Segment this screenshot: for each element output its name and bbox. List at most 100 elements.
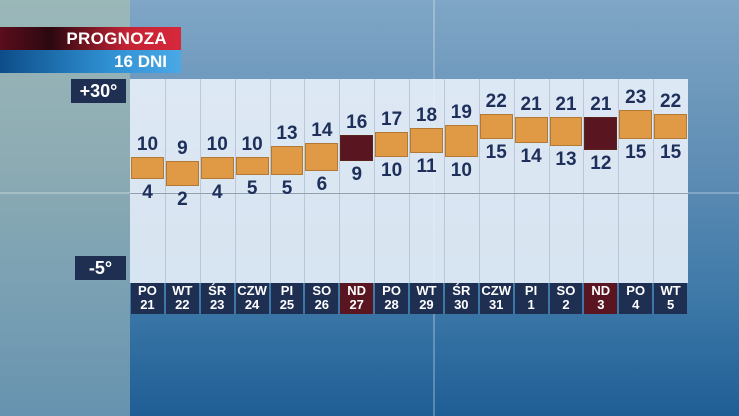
day-date: 25	[279, 297, 295, 312]
day-date: 27	[349, 297, 364, 312]
day-date: 1	[527, 297, 535, 312]
day-label: WT 29	[410, 283, 443, 314]
day-date: 5	[666, 297, 675, 312]
day-label: ŚR 30	[444, 283, 478, 314]
day-name: ND	[347, 283, 367, 298]
low-temp-label: 4	[211, 181, 223, 203]
temperature-bar	[410, 128, 443, 154]
high-temp-label: 21	[590, 94, 612, 116]
temperature-bar	[549, 117, 583, 147]
temperature-bar	[444, 124, 478, 157]
grid-line	[165, 79, 166, 283]
low-temp-label: 5	[281, 178, 293, 199]
high-temp-label: 23	[625, 87, 647, 109]
high-temp-label: 22	[660, 90, 682, 112]
grid-line	[549, 79, 550, 283]
low-temp-label: 9	[351, 163, 363, 185]
temperature-bar	[340, 135, 374, 161]
temperature-bar	[375, 131, 408, 157]
day-label: PO 21	[131, 283, 164, 314]
day-label: ŚR 23	[200, 283, 234, 314]
day-date: 28	[384, 297, 399, 312]
temperature-bar	[514, 117, 548, 143]
grid-line	[583, 79, 584, 283]
temperature-bar	[200, 157, 234, 179]
day-date: 29	[419, 297, 434, 312]
day-label: SO 26	[305, 283, 339, 314]
grid-line	[339, 79, 340, 283]
day-name: PO	[626, 283, 646, 298]
high-temp-label: 13	[276, 123, 298, 145]
day-label: PI 1	[514, 283, 548, 314]
day-label: ND 3	[584, 283, 618, 314]
low-temp-label: 12	[590, 152, 612, 174]
day-name: ŚR	[208, 283, 227, 298]
day-name: SO	[556, 283, 576, 298]
day-label: ND 27	[340, 283, 374, 314]
day-name: CZW	[237, 283, 267, 298]
day-date: 4	[632, 297, 640, 312]
temperature-bar	[305, 142, 339, 172]
day-date: 21	[140, 297, 155, 312]
grid-line	[374, 79, 375, 283]
high-temp-label: 14	[311, 119, 333, 141]
grid-line	[304, 79, 305, 283]
high-temp-label: 17	[381, 108, 403, 130]
day-name: ŚR	[452, 283, 471, 298]
grid-line	[653, 79, 654, 283]
max-scale-label: +30°	[71, 79, 126, 103]
high-temp-label: 10	[136, 134, 159, 155]
low-temp-label: 13	[555, 149, 577, 171]
forecast-title: PROGNOZA	[66, 29, 167, 48]
forecast-subtitle: 16 DNI	[114, 52, 167, 71]
forecast-subtitle-bar: 16 DNI	[0, 50, 181, 73]
forecast-chart: 10 4 9 2 10 4 10 5 13 5 14 6 16 9 17 10 18 11 19 10 22 15 21 14…	[130, 79, 688, 283]
temperature-bar	[235, 157, 269, 175]
day-name: PO	[382, 283, 401, 298]
day-name: WT	[660, 283, 681, 298]
temperature-bar	[619, 110, 653, 139]
day-date: 22	[175, 297, 190, 312]
min-scale-label: -5°	[75, 256, 126, 280]
day-label: WT 5	[654, 283, 687, 314]
day-label: WT 22	[165, 283, 199, 314]
day-label: PO 4	[619, 283, 653, 314]
day-name: SO	[312, 283, 332, 298]
day-date: 24	[244, 297, 260, 312]
high-temp-label: 21	[555, 94, 577, 116]
temperature-bar	[584, 117, 618, 150]
day-name: ND	[591, 283, 611, 298]
high-temp-label: 10	[206, 134, 228, 155]
low-temp-label: 6	[316, 174, 328, 196]
day-date: 3	[597, 297, 605, 312]
low-temp-label: 15	[625, 142, 647, 163]
low-temp-label: 11	[416, 156, 437, 178]
day-name: WT	[172, 283, 193, 298]
low-temp-label: 5	[246, 178, 258, 199]
grid-line	[409, 79, 410, 283]
day-name: PI	[280, 283, 294, 298]
high-temp-label: 10	[241, 134, 263, 155]
day-date: 30	[454, 297, 469, 312]
day-name: PO	[138, 283, 157, 298]
day-date: 31	[488, 297, 504, 312]
day-label: SO 2	[549, 283, 583, 314]
day-name: CZW	[481, 283, 511, 298]
temperature-bar	[654, 113, 687, 139]
low-temp-label: 2	[177, 188, 188, 210]
day-date: 23	[209, 297, 225, 312]
day-date: 2	[562, 297, 570, 312]
grid-line	[479, 79, 480, 283]
temperature-bar	[479, 113, 513, 139]
low-temp-label: 15	[660, 142, 682, 163]
grid-line	[444, 79, 445, 283]
high-temp-label: 9	[177, 137, 188, 159]
grid-line	[514, 79, 515, 283]
low-temp-label: 4	[142, 181, 153, 203]
day-label: CZW 24	[235, 283, 269, 314]
day-name: PI	[524, 283, 538, 298]
grid-line	[270, 79, 271, 283]
temperature-bar	[165, 160, 199, 186]
temperature-bar	[270, 146, 304, 175]
temperature-bar	[131, 157, 164, 179]
